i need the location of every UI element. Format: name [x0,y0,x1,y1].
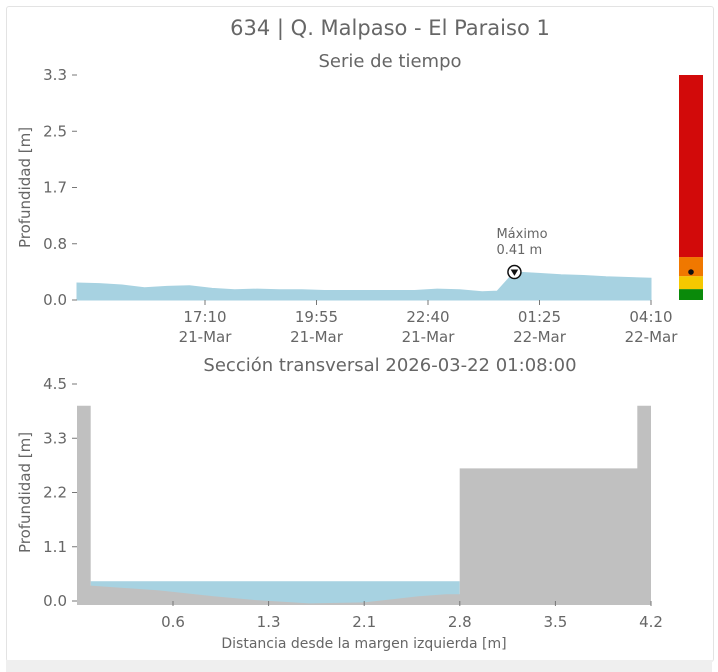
x-tick-label: 0.6 [161,613,185,631]
alert-marker [688,269,694,275]
x-tick-label: 22-Mar [625,328,679,346]
y-tick-label: 2.2 [43,484,67,502]
x-tick-label: 3.5 [543,613,567,631]
page-title: 634 | Q. Malpaso - El Paraiso 1 [230,16,550,41]
x-tick-label: 1.3 [257,613,281,631]
x-tick-label: 19:55 [295,308,338,326]
y-axis-label: Profundidad [m] [16,432,34,553]
x-axis-label: Distancia desde la margen izquierda [m] [221,636,506,652]
max-annotation-value: 0.41 m [496,243,542,258]
y-tick-label: 4.5 [43,375,67,393]
x-tick-label: 21-Mar [402,328,456,346]
x-tick-label: 2.1 [352,613,376,631]
y-tick-label: 2.5 [43,122,67,140]
x-tick-label: 21-Mar [290,328,344,346]
y-tick-label: 0.0 [43,592,67,610]
max-marker-arrow [510,269,519,276]
y-tick-label: 3.3 [43,66,67,84]
ground-profile [77,405,651,605]
x-tick-label: 22-Mar [513,328,567,346]
x-tick-label: 4.2 [639,613,663,631]
y-tick-label: 0.0 [43,291,67,309]
alert-level [679,276,703,290]
y-tick-label: 1.1 [43,538,67,556]
x-tick-label: 22:40 [406,308,449,326]
y-tick-label: 3.3 [43,429,67,447]
x-tick-label: 21-Mar [179,328,233,346]
x-tick-label: 17:10 [183,308,226,326]
time-series-chart: Serie de tiempo Profundidad [m] 0.0 0.8 1.7 2… [16,51,703,346]
alert-level [679,289,703,300]
alert-level [679,257,703,277]
x-tick-label: 01:25 [518,308,561,326]
depth-area [76,271,652,301]
cross-section-chart: Sección transversal 2026-03-22 01:08:00 P… [16,355,663,652]
x-tick-label: 2.8 [448,613,472,631]
footer-strip [6,660,712,672]
y-axis-label: Profundidad [m] [16,127,34,248]
alert-level [679,75,703,258]
x-tick-label: 04:10 [629,308,672,326]
y-tick-label: 0.8 [43,235,67,253]
chart-title: Sección transversal 2026-03-22 01:08:00 [203,355,576,376]
chart-title: Serie de tiempo [318,51,461,72]
max-annotation-label: Máximo [496,227,547,242]
y-tick-label: 1.7 [43,179,67,197]
